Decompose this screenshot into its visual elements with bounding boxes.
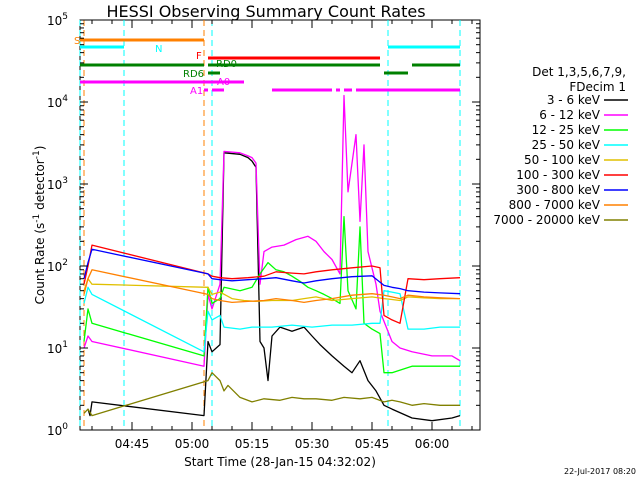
x-axis: 04:45 05:00 05:15 05:30 05:45 06:00 — [91, 20, 473, 451]
y-axis-label-end: ) — [33, 146, 47, 151]
y-tick-label-exp: 1 — [62, 340, 68, 350]
y-tick-label: 100 — [47, 422, 68, 438]
y-tick-label-base: 10 — [47, 342, 62, 356]
x-tick-label: 05:00 — [175, 437, 210, 451]
series-line-8 — [83, 269, 461, 304]
flag-label-n: N — [155, 44, 162, 55]
legend-label-3: 12 - 25 keV — [532, 123, 601, 137]
legend-label-2: 6 - 12 keV — [539, 108, 601, 122]
x-tick-label: 05:30 — [295, 437, 330, 451]
legend-title-1: Det 1,3,5,6,7,9, — [532, 65, 626, 79]
x-tick-label: 06:00 — [415, 437, 450, 451]
y-axis-label-mid: detector — [33, 159, 47, 214]
flag-label-a1: A1 — [190, 86, 203, 97]
y-tick-label-exp: 2 — [62, 258, 68, 268]
observing-flags: S N F RD0 RD6 A0 A1 — [74, 36, 460, 97]
y-tick-label-exp: 0 — [62, 422, 68, 432]
flag-label-a0: A0 — [217, 77, 230, 88]
y-tick-label: 104 — [47, 94, 68, 110]
legend-label-4: 25 - 50 keV — [532, 138, 601, 152]
legend-label-9: 7000 - 20000 keV — [493, 213, 600, 227]
series-line-9 — [83, 372, 460, 417]
y-tick-label-base: 10 — [47, 260, 62, 274]
y-tick-label: 101 — [47, 340, 68, 356]
flag-label-rd6: RD6 — [183, 69, 204, 80]
y-tick-label-base: 10 — [47, 178, 62, 192]
footer-date: 22-Jul-2017 08:20 — [564, 467, 636, 476]
y-tick-label: 102 — [47, 258, 68, 274]
y-tick-label: 105 — [47, 12, 68, 28]
y-tick-label-exp: 5 — [62, 12, 68, 22]
flag-label-s: S — [74, 36, 80, 47]
chart-title: HESSI Observing Summary Count Rates — [106, 2, 425, 21]
series-line-1 — [87, 152, 461, 422]
y-axis-label-sup2: -1 — [32, 150, 42, 159]
series-line-5 — [83, 278, 460, 303]
series-line-6 — [83, 244, 461, 324]
flag-label-rd0: RD0 — [216, 59, 237, 70]
series-line-3 — [83, 215, 460, 374]
y-axis-label-main: Count Rate (s — [33, 223, 47, 305]
legend-label-5: 50 - 100 keV — [524, 153, 601, 167]
y-tick-label-base: 10 — [47, 96, 62, 110]
y-tick-label-exp: 4 — [62, 94, 68, 104]
legend-title-2: FDecim 1 — [569, 80, 626, 94]
y-tick-label-base: 10 — [47, 14, 62, 28]
legend-label-1: 3 - 6 keV — [547, 93, 601, 107]
legend-label-6: 100 - 300 keV — [516, 168, 600, 182]
series-line-2 — [83, 94, 461, 367]
x-axis-label: Start Time (28-Jan-15 04:32:02) — [184, 455, 376, 469]
y-axis-label-sup1: -1 — [32, 214, 42, 223]
y-tick-label: 103 — [47, 176, 68, 192]
series-lines — [83, 94, 461, 422]
series-line-7 — [83, 248, 461, 295]
y-tick-label-base: 10 — [47, 424, 62, 438]
x-tick-label: 05:45 — [355, 437, 390, 451]
flag-label-f: F — [196, 51, 202, 62]
x-tick-label: 04:45 — [115, 437, 150, 451]
x-tick-label: 05:15 — [235, 437, 270, 451]
legend-label-7: 300 - 800 keV — [516, 183, 600, 197]
y-axis-label: Count Rate (s-1 detector-1) — [32, 146, 47, 305]
y-tick-label-exp: 3 — [62, 176, 68, 186]
legend-label-8: 800 - 7000 keV — [509, 198, 601, 212]
